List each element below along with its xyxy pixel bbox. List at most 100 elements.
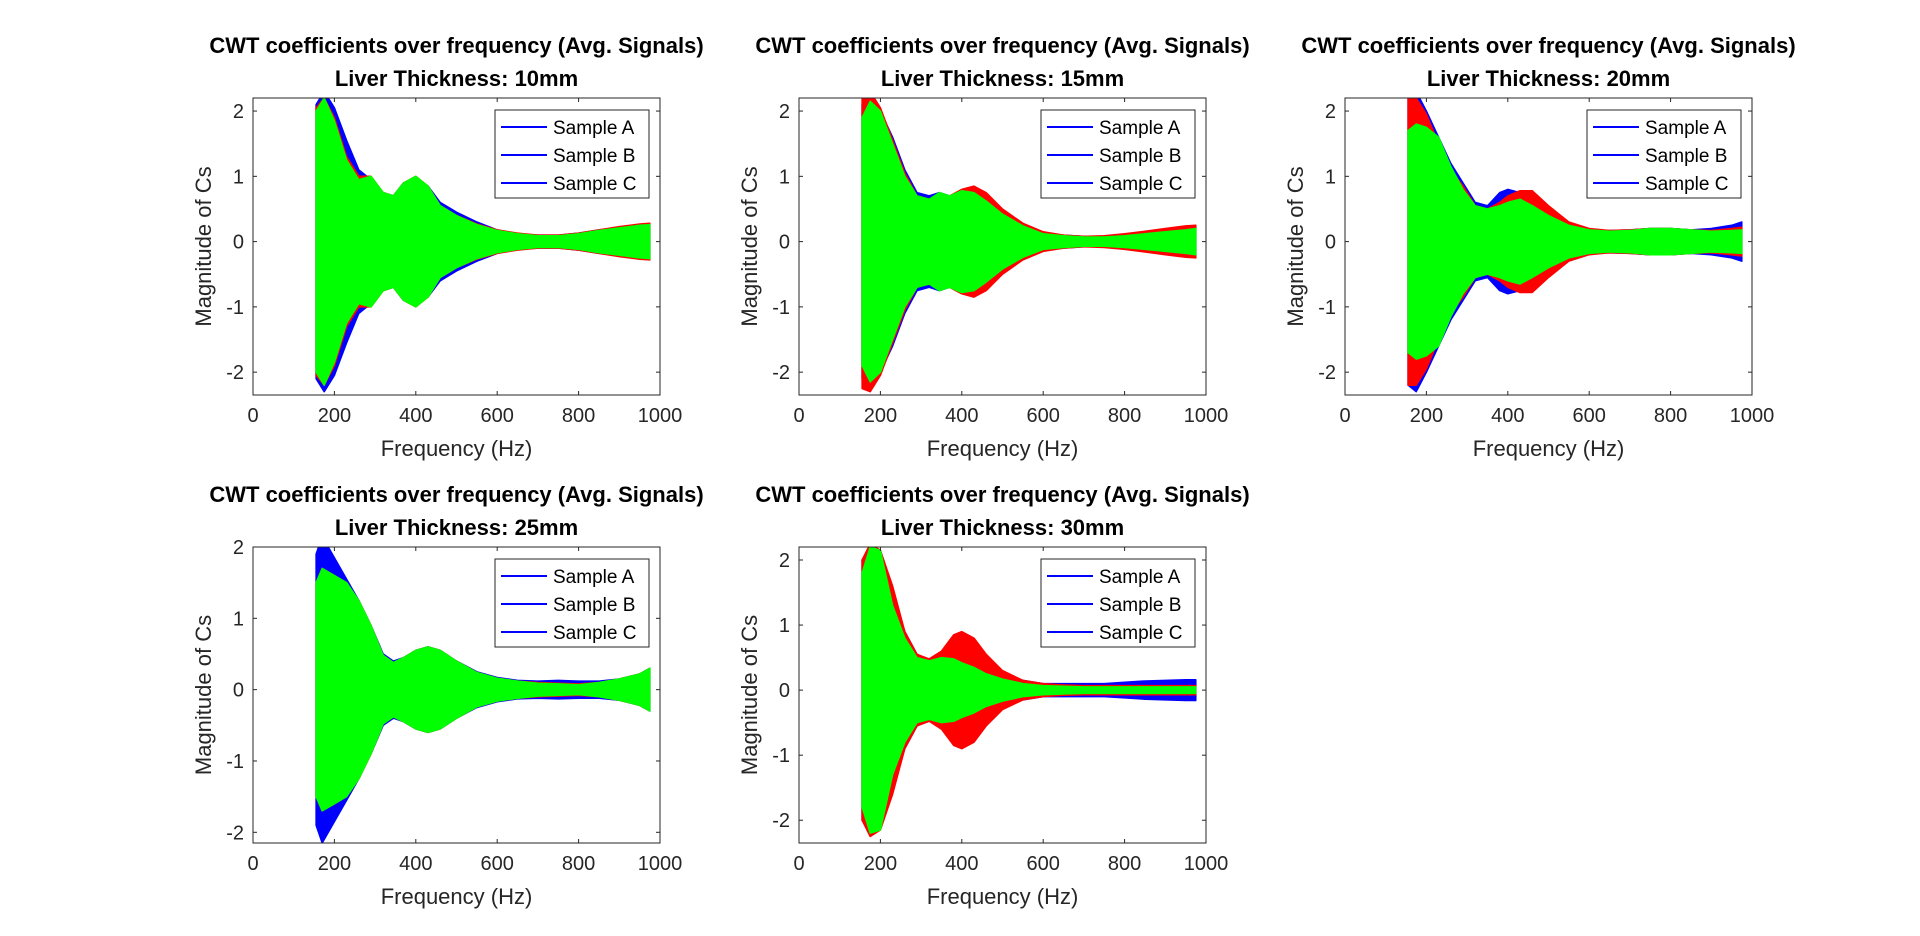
x-axis-label: Frequency (Hz) [927,436,1079,461]
x-tick-label: 0 [247,853,258,875]
legend-label: Sample A [553,118,635,139]
legend-label: Sample A [553,567,635,588]
legend-label: Sample A [1099,567,1181,588]
chart-subtitle: Liver Thickness: 25mm [335,515,578,540]
x-tick-label: 200 [318,405,351,427]
x-tick-label: 0 [247,405,258,427]
x-tick-label: 800 [562,853,595,875]
x-axis-label: Frequency (Hz) [927,884,1079,909]
x-tick-label: 1000 [1730,405,1775,427]
x-axis-label: Frequency (Hz) [1473,436,1625,461]
y-tick-label: 0 [779,680,790,702]
subplot-5: 0 200 400 600 800 1000 -2 -1 0 1 2 Frequency (Hz) Ma… [737,482,1250,909]
x-tick-label: 1000 [638,405,683,427]
y-tick-label: 1 [1325,166,1336,188]
x-axis-label: Frequency (Hz) [381,436,533,461]
legend: Sample A Sample B Sample C [1040,558,1196,648]
y-tick-label: -2 [1318,362,1336,384]
x-tick-label: 200 [1410,405,1443,427]
x-tick-label: 0 [793,853,804,875]
x-tick-label: 600 [1027,853,1060,875]
x-tick-label: 600 [481,853,514,875]
x-tick-label: 0 [793,405,804,427]
x-tick-label: 800 [1654,405,1687,427]
series-envelope-3 [315,98,651,386]
y-tick-label: -2 [772,810,790,832]
y-tick-label: -1 [772,745,790,767]
axes-box [798,546,1207,844]
legend: Sample A Sample B Sample C [1040,109,1196,199]
y-tick-label: -1 [772,297,790,319]
series-envelope-3 [315,567,651,812]
y-tick-label: 0 [233,232,244,254]
y-tick-label: 0 [233,680,244,702]
x-tick-label: 400 [399,853,432,875]
x-tick-label: 400 [945,853,978,875]
series-group [315,98,651,393]
legend: Sample A Sample B Sample C [494,558,650,648]
x-tick-label: 600 [481,405,514,427]
y-tick-label: -2 [772,362,790,384]
series-envelope-3 [1407,123,1743,360]
y-axis-label: Magnitude of Cs [191,615,216,775]
x-tick-label: 1000 [1184,405,1229,427]
y-tick-label: 1 [779,166,790,188]
legend: Sample A Sample B Sample C [494,109,650,199]
y-tick-label: 2 [233,101,244,123]
y-tick-label: 0 [779,232,790,254]
series-group [861,98,1197,393]
x-tick-label: 200 [864,405,897,427]
legend-label: Sample B [553,595,635,616]
axes-box [1344,97,1753,396]
x-tick-label: 800 [1108,405,1141,427]
legend-label: Sample C [1645,174,1728,195]
x-tick-label: 800 [1108,853,1141,875]
y-tick-label: 2 [779,101,790,123]
chart-title: CWT coefficients over frequency (Avg. Si… [1301,33,1795,58]
x-tick-label: 600 [1573,405,1606,427]
chart-title: CWT coefficients over frequency (Avg. Si… [209,482,703,507]
series-group [861,547,1197,838]
series-envelope-3 [861,100,1197,383]
chart-subtitle: Liver Thickness: 20mm [1427,66,1670,91]
chart-title: CWT coefficients over frequency (Avg. Si… [755,482,1249,507]
legend-label: Sample B [1645,146,1727,167]
subplot-1: 0 200 400 600 800 1000 -2 -1 0 1 2 Frequency (Hz) Ma… [191,33,704,461]
x-tick-label: 200 [318,853,351,875]
x-tick-label: 400 [1491,405,1524,427]
x-tick-label: 200 [864,853,897,875]
y-axis-label: Magnitude of Cs [737,615,762,775]
y-axis-label: Magnitude of Cs [737,166,762,326]
subplot-4: 0 200 400 600 800 1000 -2 -1 0 1 2 Frequency (Hz) Ma… [191,482,704,909]
y-tick-label: 2 [233,537,244,559]
x-tick-label: 0 [1339,405,1350,427]
x-tick-label: 1000 [1184,853,1229,875]
legend-label: Sample C [553,174,636,195]
y-tick-label: -1 [1318,297,1336,319]
legend-label: Sample A [1645,118,1727,139]
y-tick-label: -1 [226,297,244,319]
legend-label: Sample C [1099,174,1182,195]
legend-label: Sample B [1099,595,1181,616]
x-tick-label: 800 [562,405,595,427]
chart-subtitle: Liver Thickness: 15mm [881,66,1124,91]
series-envelope-3 [861,547,1197,834]
y-tick-label: 1 [233,166,244,188]
y-tick-label: 2 [1325,101,1336,123]
legend: Sample A Sample B Sample C [1586,109,1742,199]
axes-box [798,97,1207,396]
chart-title: CWT coefficients over frequency (Avg. Si… [755,33,1249,58]
y-tick-label: -2 [226,362,244,384]
chart-subtitle: Liver Thickness: 10mm [335,66,578,91]
y-tick-label: 0 [1325,232,1336,254]
y-tick-label: 2 [779,550,790,572]
x-axis-label: Frequency (Hz) [381,884,533,909]
legend-label: Sample B [553,146,635,167]
series-group [315,547,651,843]
y-tick-label: -2 [226,822,244,844]
y-axis-label: Magnitude of Cs [1283,166,1308,326]
y-tick-label: 1 [233,608,244,630]
x-tick-label: 400 [945,405,978,427]
y-tick-label: 1 [779,615,790,637]
subplot-2: 0 200 400 600 800 1000 -2 -1 0 1 2 Frequency (Hz) Ma… [737,33,1250,461]
